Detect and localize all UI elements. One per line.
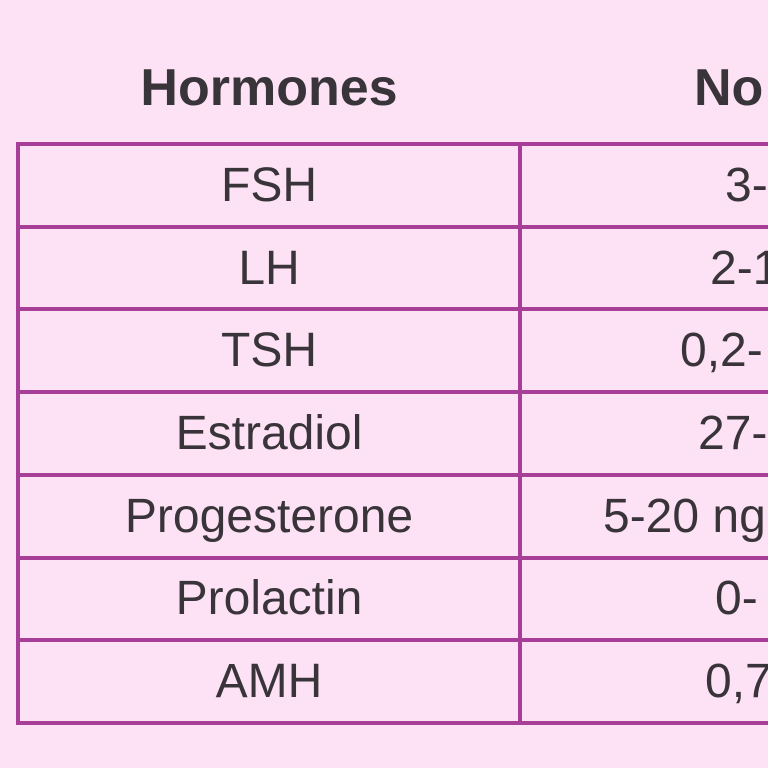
table-row: LH 2-1 [20, 228, 768, 312]
column-header-normal-values-truncated: No [694, 59, 764, 117]
hormone-cell: Estradiol [175, 407, 363, 461]
value-cell: 0- [518, 559, 768, 639]
value-cell: 2-1 [518, 228, 768, 308]
table-row: Prolactin 0- [20, 559, 768, 643]
value-cell: 0,2- [518, 311, 768, 391]
hormone-cell: FSH [221, 158, 317, 212]
value-cell: 5-20 ng [518, 476, 768, 556]
value-cell: 0,7 [518, 642, 768, 722]
column-header-hormones: Hormones [140, 59, 398, 117]
table-row: Estradiol 27- [20, 394, 768, 477]
value-cell: 27- [518, 394, 768, 473]
table-row: Progesterone 5-20 ng [20, 476, 768, 560]
hormone-cell: TSH [221, 324, 317, 378]
table-row: FSH 3- [20, 146, 768, 229]
hormone-cell: LH [238, 241, 300, 295]
hormone-cell: AMH [215, 655, 323, 709]
hormones-table: FSH 3- LH 2-1 TSH 0,2- Estradiol 27- Pro… [16, 142, 768, 725]
hormone-cell: Progesterone [124, 489, 414, 543]
hormone-cell: Prolactin [175, 572, 363, 626]
table-row: TSH 0,2- [20, 311, 768, 395]
table-row: AMH 0,7 [20, 642, 768, 722]
value-cell: 3- [518, 146, 768, 225]
